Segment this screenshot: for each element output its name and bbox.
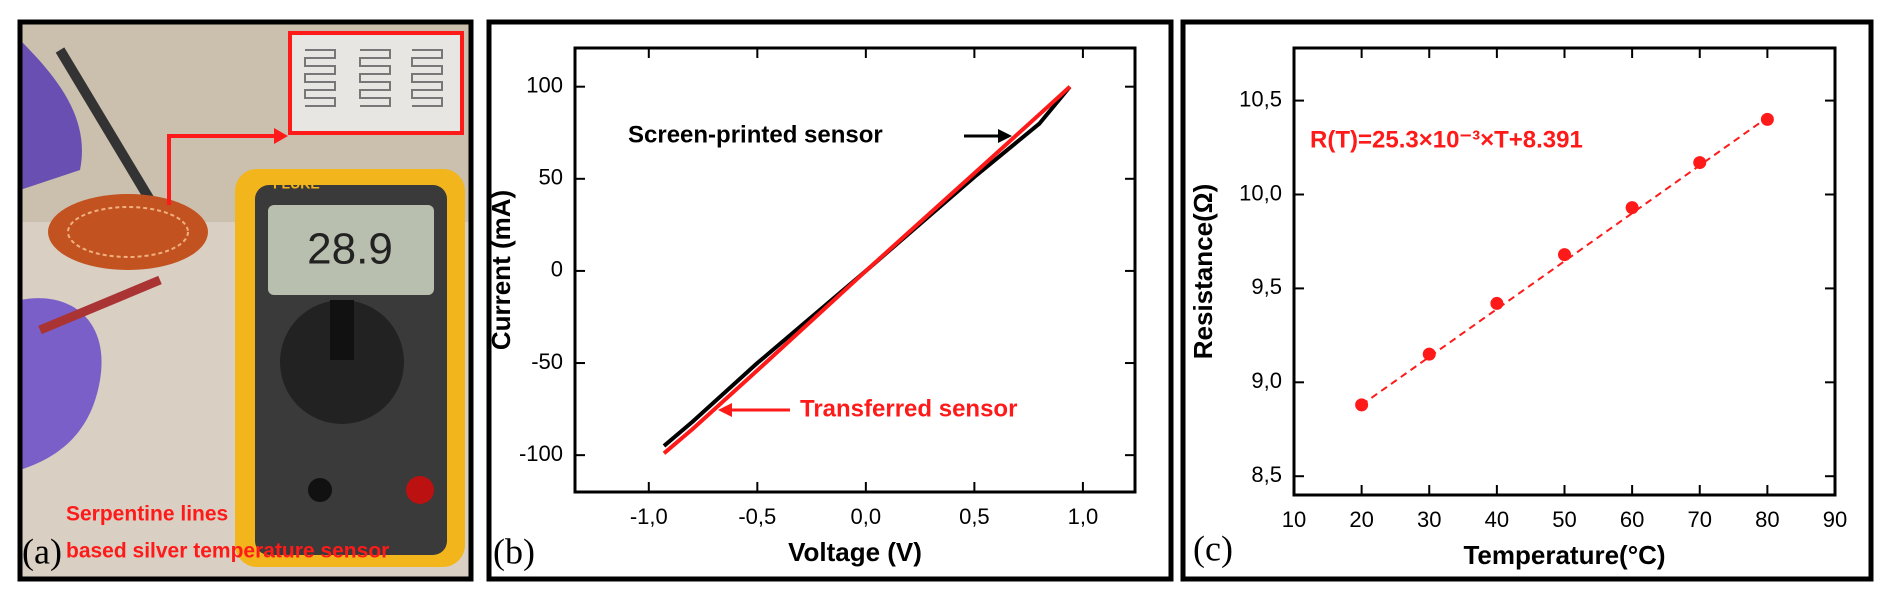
y-tick-label: -50: [531, 349, 563, 374]
photo-caption: based silver temperature sensor: [66, 540, 389, 563]
x-tick-label: 30: [1417, 507, 1441, 532]
x-tick-label: 60: [1620, 507, 1644, 532]
point: [1693, 156, 1707, 170]
y-axis-label: Resistance(Ω): [1188, 184, 1218, 359]
x-tick-label: 50: [1552, 507, 1576, 532]
x-tick-label: 0,5: [959, 504, 990, 529]
jack: [406, 476, 434, 504]
x-tick-label: 80: [1755, 507, 1779, 532]
point: [1490, 296, 1504, 310]
x-tick-label: 10: [1282, 507, 1306, 532]
glove: [20, 298, 102, 470]
plot-frame: [573, 46, 1137, 494]
callout-arrowhead: [274, 128, 288, 144]
photo-caption: Serpentine lines: [66, 503, 228, 526]
y-tick-label: 0: [551, 257, 563, 282]
y-tick-label: 8,5: [1251, 462, 1282, 487]
y-tick-label: 50: [539, 165, 563, 190]
y-tick-label: 9,0: [1251, 368, 1282, 393]
x-tick-label: 40: [1485, 507, 1509, 532]
x-axis-label: Voltage (V): [788, 537, 922, 567]
jack: [308, 478, 332, 502]
x-tick-label: 1,0: [1068, 504, 1099, 529]
y-tick-label: 10,5: [1239, 86, 1282, 111]
panel-frame: [486, 19, 1174, 582]
dial-knob: [330, 300, 354, 360]
equation: R(T)=25.3×10⁻³×T+8.391: [1310, 126, 1583, 153]
panel-frame: [17, 19, 474, 582]
plot-frame: [1292, 46, 1837, 497]
glove: [20, 40, 82, 190]
annotation-arrowhead: [998, 129, 1012, 143]
point: [1558, 248, 1571, 262]
x-tick-label: 20: [1349, 507, 1373, 532]
probe: [55, 47, 155, 203]
y-tick-label: 9,5: [1251, 274, 1282, 299]
meter-brand: FLUKE: [273, 176, 320, 192]
x-tick-label: 0,0: [851, 504, 882, 529]
y-tick-label: 10,0: [1239, 180, 1282, 205]
sensor-lines: [67, 206, 189, 258]
photo-panel: FLUKE 28.9 Serpentine lines based silver…: [17, 19, 474, 582]
serpentine: [304, 49, 443, 107]
x-tick-label: 70: [1688, 507, 1712, 532]
point: [1422, 347, 1436, 361]
panel-frame: [1180, 19, 1874, 582]
x-tick-label: -1,0: [630, 504, 668, 529]
y-tick-label: -100: [519, 441, 563, 466]
multimeter-display: [268, 205, 434, 295]
probe: [38, 275, 162, 335]
meter-dial: [280, 300, 404, 424]
fit-line: [1361, 116, 1768, 406]
panel-label: (a): [22, 531, 62, 571]
point: [1760, 112, 1774, 126]
x-tick-label: 90: [1823, 507, 1847, 532]
line: [662, 85, 1072, 455]
panel-label: (c): [1193, 528, 1233, 568]
y-tick-label: 100: [526, 73, 563, 98]
meter-reading: 28.9: [307, 225, 393, 274]
annotation: Transferred sensor: [800, 395, 1017, 422]
x-tick-label: -0,5: [738, 504, 776, 529]
sensor: [48, 194, 208, 270]
y-axis-label: Current (mA): [486, 190, 516, 350]
annotation: Screen-printed sensor: [628, 121, 883, 148]
annotation-arrowhead: [718, 403, 732, 417]
x-axis-label: Temperature(°C): [1463, 540, 1665, 570]
callout-arrow: [167, 134, 278, 205]
point: [1625, 201, 1639, 215]
panel-label: (b): [493, 531, 535, 571]
point: [1355, 398, 1369, 412]
